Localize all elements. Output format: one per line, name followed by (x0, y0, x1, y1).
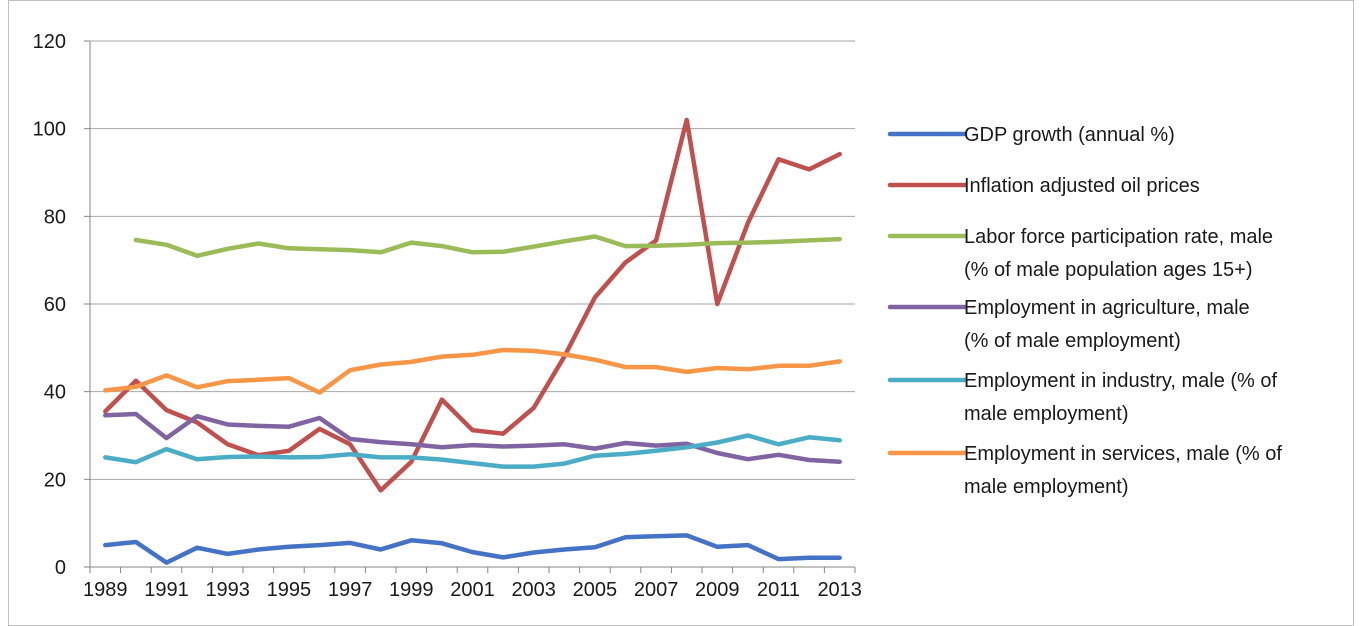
series-line-3 (133, 234, 842, 259)
legend-label: GDP growth (annual %) (964, 124, 1175, 146)
legend-label: Employment in agriculture, male (964, 297, 1250, 319)
y-tick-label: 20 (44, 469, 66, 491)
gridlines (90, 40, 855, 480)
y-tick-label: 80 (44, 206, 66, 228)
series-line-4 (103, 411, 842, 465)
x-tick-label: 2007 (634, 579, 679, 601)
x-tick-label: 1993 (205, 579, 250, 601)
legend-label: Employment in industry, male (% of (964, 370, 1278, 392)
y-tick-label: 60 (44, 294, 66, 316)
x-tick-label: 1995 (267, 579, 312, 601)
y-axis-tick-labels: 0 20 40 60 80 100 120 (33, 31, 66, 579)
legend-label: Employment in services, male (% of (964, 443, 1282, 465)
legend-entry-6: Employment in services, male (% of male e… (887, 443, 1282, 498)
x-tick-label: 1999 (389, 579, 434, 601)
axes (84, 40, 856, 573)
x-tick-label: 2001 (450, 579, 495, 601)
legend-label: male employment) (964, 403, 1129, 425)
legend-label: Inflation adjusted oil prices (964, 175, 1200, 197)
legend-entry-4: Employment in agriculture, male (% of mal… (887, 297, 1250, 352)
x-axis-tick-labels: 1989 1991 1993 1995 1997 1999 2001 2003 2005 2007… (83, 579, 862, 601)
x-tick-label: 2009 (695, 579, 740, 601)
x-tick-label: 1989 (83, 579, 128, 601)
legend-entry-1: GDP growth (annual %) (887, 124, 1175, 146)
legend-entry-2: Inflation adjusted oil prices (887, 175, 1200, 197)
series-line-6 (103, 347, 842, 395)
legend-entry-3: Labor force participation rate, male (% o… (887, 226, 1273, 281)
legend: GDP growth (annual %) Inflation adjusted … (887, 124, 1282, 498)
legend-label: male employment) (964, 476, 1129, 498)
x-tick-label: 1997 (328, 579, 373, 601)
series-line-2 (103, 117, 842, 493)
x-tick-label: 1991 (144, 579, 189, 601)
y-tick-label: 120 (33, 31, 66, 53)
legend-entry-5: Employment in industry, male (% of male e… (887, 370, 1278, 425)
legend-label: Labor force participation rate, male (964, 226, 1273, 248)
legend-label: (% of male employment) (964, 330, 1181, 352)
legend-label: (% of male population ages 15+) (964, 259, 1253, 281)
series-line-5 (103, 433, 842, 469)
y-tick-label: 0 (55, 557, 66, 579)
series-lines (103, 117, 842, 565)
y-tick-label: 40 (44, 382, 66, 404)
y-tick-label: 100 (33, 119, 66, 141)
x-tick-label: 2005 (573, 579, 618, 601)
x-tick-label: 2003 (511, 579, 556, 601)
x-tick-label: 2013 (817, 579, 862, 601)
x-tick-label: 2011 (757, 579, 800, 601)
series-line-1 (103, 533, 842, 565)
